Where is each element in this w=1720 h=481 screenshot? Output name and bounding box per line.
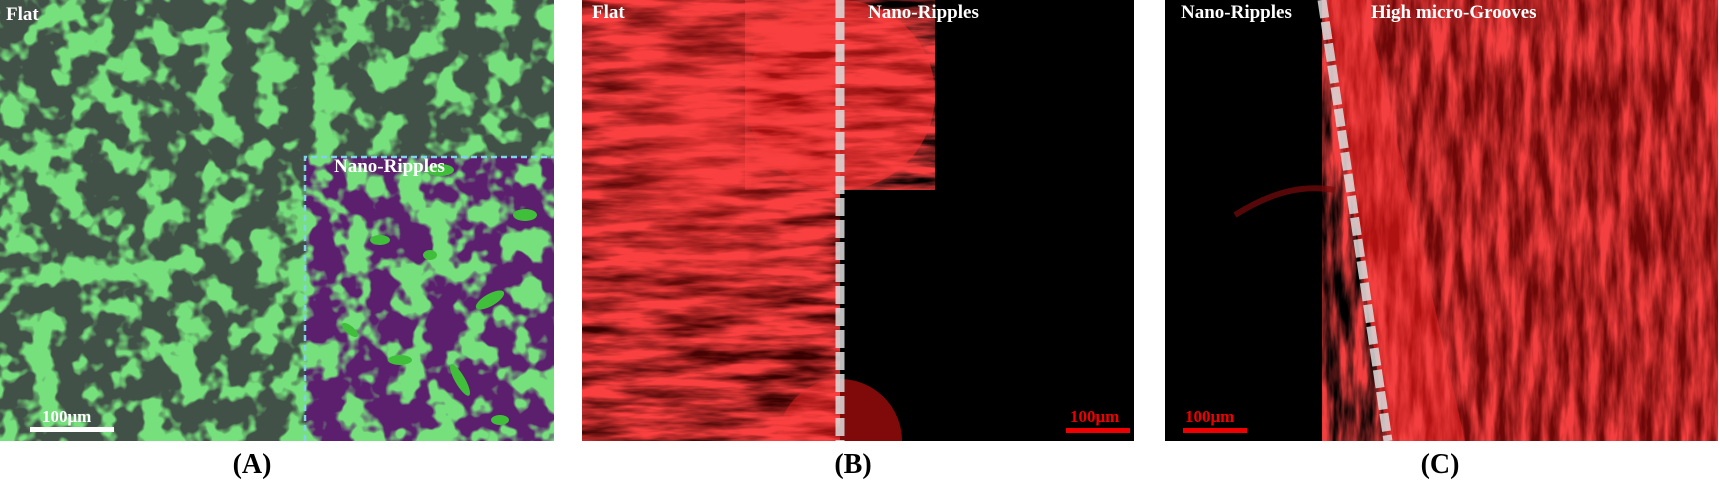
cells bbox=[0, 0, 554, 441]
boundary bbox=[1317, 0, 1393, 441]
region-label: High micro-Grooves bbox=[1371, 2, 1537, 23]
scale-label: 100μm bbox=[1185, 407, 1234, 426]
region-label: Nano-Ripples bbox=[334, 156, 445, 177]
fibers bbox=[1322, 0, 1718, 441]
panel-label: (A) bbox=[233, 449, 272, 480]
boundary bbox=[303, 155, 554, 441]
region-label: Flat bbox=[592, 2, 625, 23]
scale-bar bbox=[30, 427, 114, 432]
scale-label: 100μm bbox=[1070, 407, 1119, 426]
panel-a bbox=[0, 0, 554, 441]
region-label: Flat bbox=[6, 4, 39, 25]
panel-label: (C) bbox=[1421, 449, 1460, 480]
fiber-strand bbox=[1233, 185, 1336, 218]
scale-bar bbox=[1066, 428, 1130, 433]
panel-c bbox=[1165, 0, 1718, 441]
scale-bar bbox=[1183, 428, 1247, 433]
region-label: Nano-Ripples bbox=[868, 2, 979, 23]
sparse-cells bbox=[341, 164, 537, 425]
region-label: Nano-Ripples bbox=[1181, 2, 1292, 23]
panel-label: (B) bbox=[834, 449, 871, 480]
scale-label: 100μm bbox=[42, 407, 91, 426]
panel-b bbox=[582, 0, 1134, 441]
